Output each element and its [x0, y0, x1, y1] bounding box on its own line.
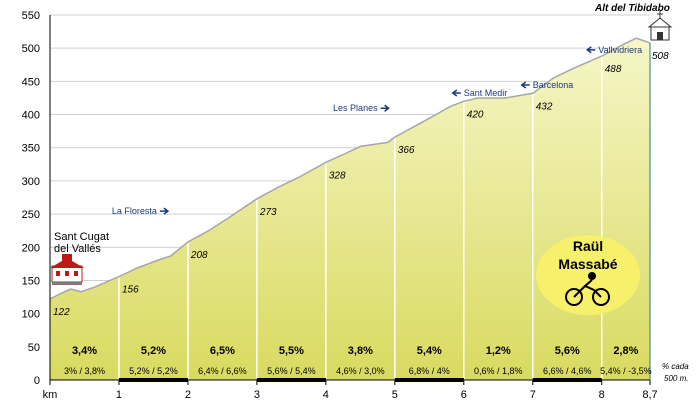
y-tick-label: 300	[22, 176, 40, 188]
y-tick-label: 500	[22, 43, 40, 55]
arrow-icon	[586, 46, 596, 54]
segment-grade: 3,4%	[72, 345, 97, 357]
segment-subgrade: 0,6% / 1,8%	[474, 366, 523, 376]
y-tick-label: 0	[34, 375, 40, 387]
rider-last-name: Massabé	[558, 256, 617, 272]
segment-grade: 5,4%	[417, 345, 442, 357]
segment-grade: 1,2%	[486, 345, 511, 357]
elevation-labels: 122 156 208 273 328 366 420 432 488 508	[53, 51, 669, 318]
segment-subgrade: 4,6% / 3,0%	[336, 366, 385, 376]
y-tick-label: 450	[22, 76, 40, 88]
x-tick-label: 6	[461, 389, 467, 401]
km-bar	[532, 378, 602, 382]
segment-grade: 2,8%	[613, 345, 638, 357]
x-tick-label: 5	[392, 389, 398, 401]
segment-subgrade: 5,2% / 5,2%	[129, 366, 178, 376]
elevation-label: 273	[259, 207, 277, 218]
elevation-line	[49, 37, 651, 300]
km-divider-lines	[118, 56, 603, 380]
elevation-label: 156	[122, 284, 139, 295]
x-tick-label: 8	[599, 389, 605, 401]
arrow-icon	[451, 89, 461, 97]
segment-grades: 3,4% 5,2% 6,5% 5,5% 3,8% 5,4% 1,2% 5,6% 2,8%	[72, 345, 639, 357]
place-label: La Floresta	[112, 206, 157, 216]
arrow-icon	[380, 104, 390, 112]
elevation-label: 432	[536, 101, 553, 112]
cyclist-icon	[565, 272, 610, 306]
y-tick-label: 100	[22, 309, 40, 321]
place-label: Vallvidriera	[598, 45, 642, 55]
segment-subgrade: 5,4% / -3,5%	[600, 366, 652, 376]
elevation-label: 420	[467, 109, 484, 120]
start-town-label-2: del Vallés	[54, 243, 101, 255]
y-tick-labels: 0 50 100 150 200 250 300 350 400 450 500 550	[22, 10, 40, 387]
arrow-icon	[520, 81, 530, 89]
km-bar	[256, 378, 326, 382]
segment-grade: 5,2%	[141, 345, 166, 357]
segment-grade: 5,5%	[279, 345, 304, 357]
km-bar	[394, 378, 464, 382]
x-tick-label: 4	[323, 389, 329, 401]
segment-subgrade: 6,8% / 4%	[409, 366, 450, 376]
y-tick-label: 550	[22, 10, 40, 22]
town-hall-icon	[50, 254, 84, 285]
rider-badge: Raül Massabé	[536, 235, 640, 315]
segment-grade: 3,8%	[348, 345, 373, 357]
place-label: Barcelona	[533, 80, 574, 90]
x-tick-label: 8,7	[642, 389, 657, 401]
segment-subgrade: 6,6% / 4,6%	[543, 366, 592, 376]
segment-grade: 6,5%	[210, 345, 235, 357]
y-tick-label: 150	[22, 275, 40, 287]
x-tick-label: 7	[530, 389, 536, 401]
elevation-area	[50, 38, 650, 380]
place-labels: La Floresta Les Planes Sant Medir Barcelona…	[112, 45, 642, 216]
elevation-label: 328	[329, 170, 346, 181]
x-tick-label: 2	[185, 389, 191, 401]
y-tick-label: 400	[22, 110, 40, 122]
y-tick-label: 350	[22, 143, 40, 155]
place-label: Sant Medir	[464, 88, 508, 98]
summit-label: Alt del Tibidabo	[594, 3, 670, 14]
church-icon	[647, 11, 673, 41]
x-tick-label: 1	[116, 389, 122, 401]
grade-note-1: % cada	[662, 362, 689, 371]
arrow-icon	[159, 207, 170, 215]
segment-subgrade: 5,6% / 5,4%	[267, 366, 316, 376]
km-bars	[118, 378, 602, 382]
place-label: Les Planes	[333, 103, 378, 113]
y-tick-label: 50	[28, 342, 40, 354]
elevation-label: 508	[652, 51, 669, 62]
rider-first-name: Raül	[573, 238, 603, 254]
grade-note-2: 500 m.	[664, 374, 688, 383]
y-tick-label: 250	[22, 209, 40, 221]
y-tick-label: 200	[22, 242, 40, 254]
km-bar	[118, 378, 188, 382]
x-tick-label: 3	[254, 389, 260, 401]
elevation-label: 208	[190, 250, 208, 261]
elevation-label: 122	[53, 307, 70, 318]
segment-subgrade: 6,4% / 6,6%	[198, 366, 247, 376]
x-tick-label: km	[43, 389, 58, 401]
start-town-label-1: Sant Cugat	[54, 231, 109, 243]
x-tick-labels: km 1 2 3 4 5 6 7 8 8,7	[43, 380, 658, 401]
segment-subgrades: 3% / 3,8% 5,2% / 5,2% 6,4% / 6,6% 5,6% / 5,…	[64, 366, 652, 376]
segment-subgrade: 3% / 3,8%	[64, 366, 105, 376]
elevation-label: 366	[398, 145, 415, 156]
segment-grade: 5,6%	[555, 345, 580, 357]
elevation-label: 488	[605, 64, 622, 75]
